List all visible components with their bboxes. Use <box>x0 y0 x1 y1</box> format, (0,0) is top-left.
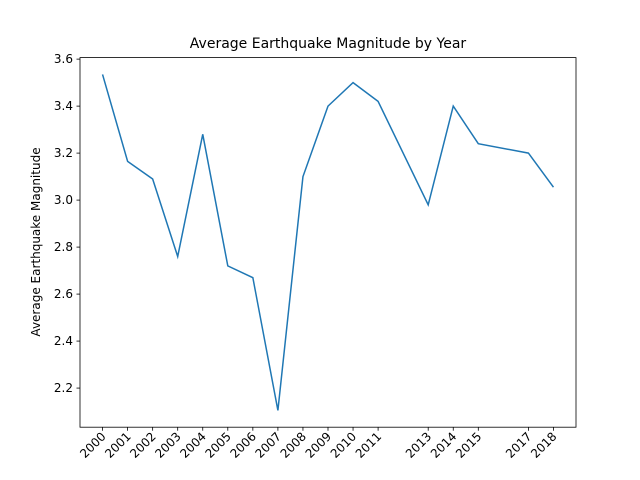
chart-title: Average Earthquake Magnitude by Year <box>190 36 467 52</box>
y-tick-label: 3.6 <box>54 52 73 66</box>
x-tick-label: 2015 <box>453 429 484 460</box>
y-tick-label: 3.2 <box>54 146 73 160</box>
x-tick-label: 2004 <box>177 429 208 460</box>
y-tick-label: 2.8 <box>54 240 73 254</box>
y-tick-label: 2.2 <box>54 381 73 395</box>
x-tick-label: 2011 <box>353 429 384 460</box>
y-tick-label: 2.6 <box>54 287 73 301</box>
x-tick-label: 2005 <box>202 429 233 460</box>
x-tick-label: 2008 <box>278 429 309 460</box>
x-tick-label: 2010 <box>328 429 359 460</box>
x-tick-label: 2007 <box>253 429 284 460</box>
x-tick-label: 2000 <box>77 429 108 460</box>
x-tick-label: 2014 <box>428 429 459 460</box>
y-tick-label: 3.0 <box>54 193 73 207</box>
x-tick-label: 2006 <box>227 429 258 460</box>
x-axis-label: Year <box>306 478 332 480</box>
y-tick-label: 2.4 <box>54 334 73 348</box>
x-tick-label: 2002 <box>127 429 158 460</box>
x-tick-label: 2009 <box>303 429 334 460</box>
plot-frame <box>79 57 577 428</box>
x-tick-label: 2018 <box>528 429 559 460</box>
data-line <box>101 74 555 411</box>
x-tick-label: 2003 <box>152 429 183 460</box>
y-tick-label: 3.4 <box>54 99 73 113</box>
y-axis-label: Average Earthquake Magnitude <box>29 147 43 336</box>
x-tick-label: 2013 <box>403 429 434 460</box>
x-tick-label: 2001 <box>102 429 133 460</box>
x-tick-label: 2017 <box>503 429 534 460</box>
